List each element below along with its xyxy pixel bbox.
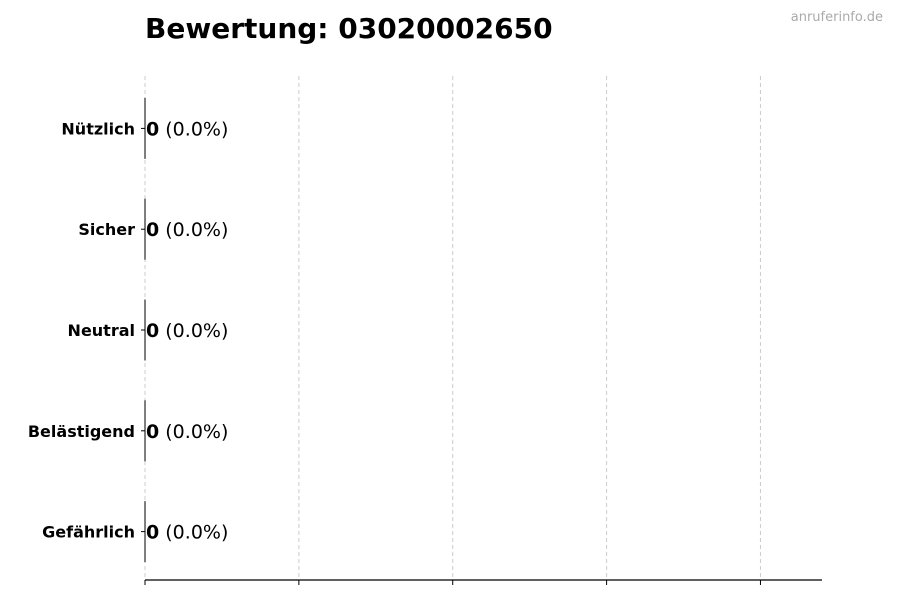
category-label: Neutral (68, 321, 135, 340)
data-label: 0 (0.0%) (146, 421, 228, 443)
category-label: Belästigend (28, 422, 135, 441)
category-label: Sicher (78, 220, 135, 239)
data-label: 0 (0.0%) (146, 320, 228, 342)
category-label: Nützlich (61, 119, 135, 138)
watermark: anruferinfo.de (790, 10, 883, 25)
category-label: Gefährlich (42, 523, 135, 542)
data-label: 0 (0.0%) (146, 522, 228, 544)
data-label: 0 (0.0%) (146, 118, 228, 140)
chart-title: Bewertung: 03020002650 (145, 12, 553, 45)
data-label: 0 (0.0%) (146, 219, 228, 241)
